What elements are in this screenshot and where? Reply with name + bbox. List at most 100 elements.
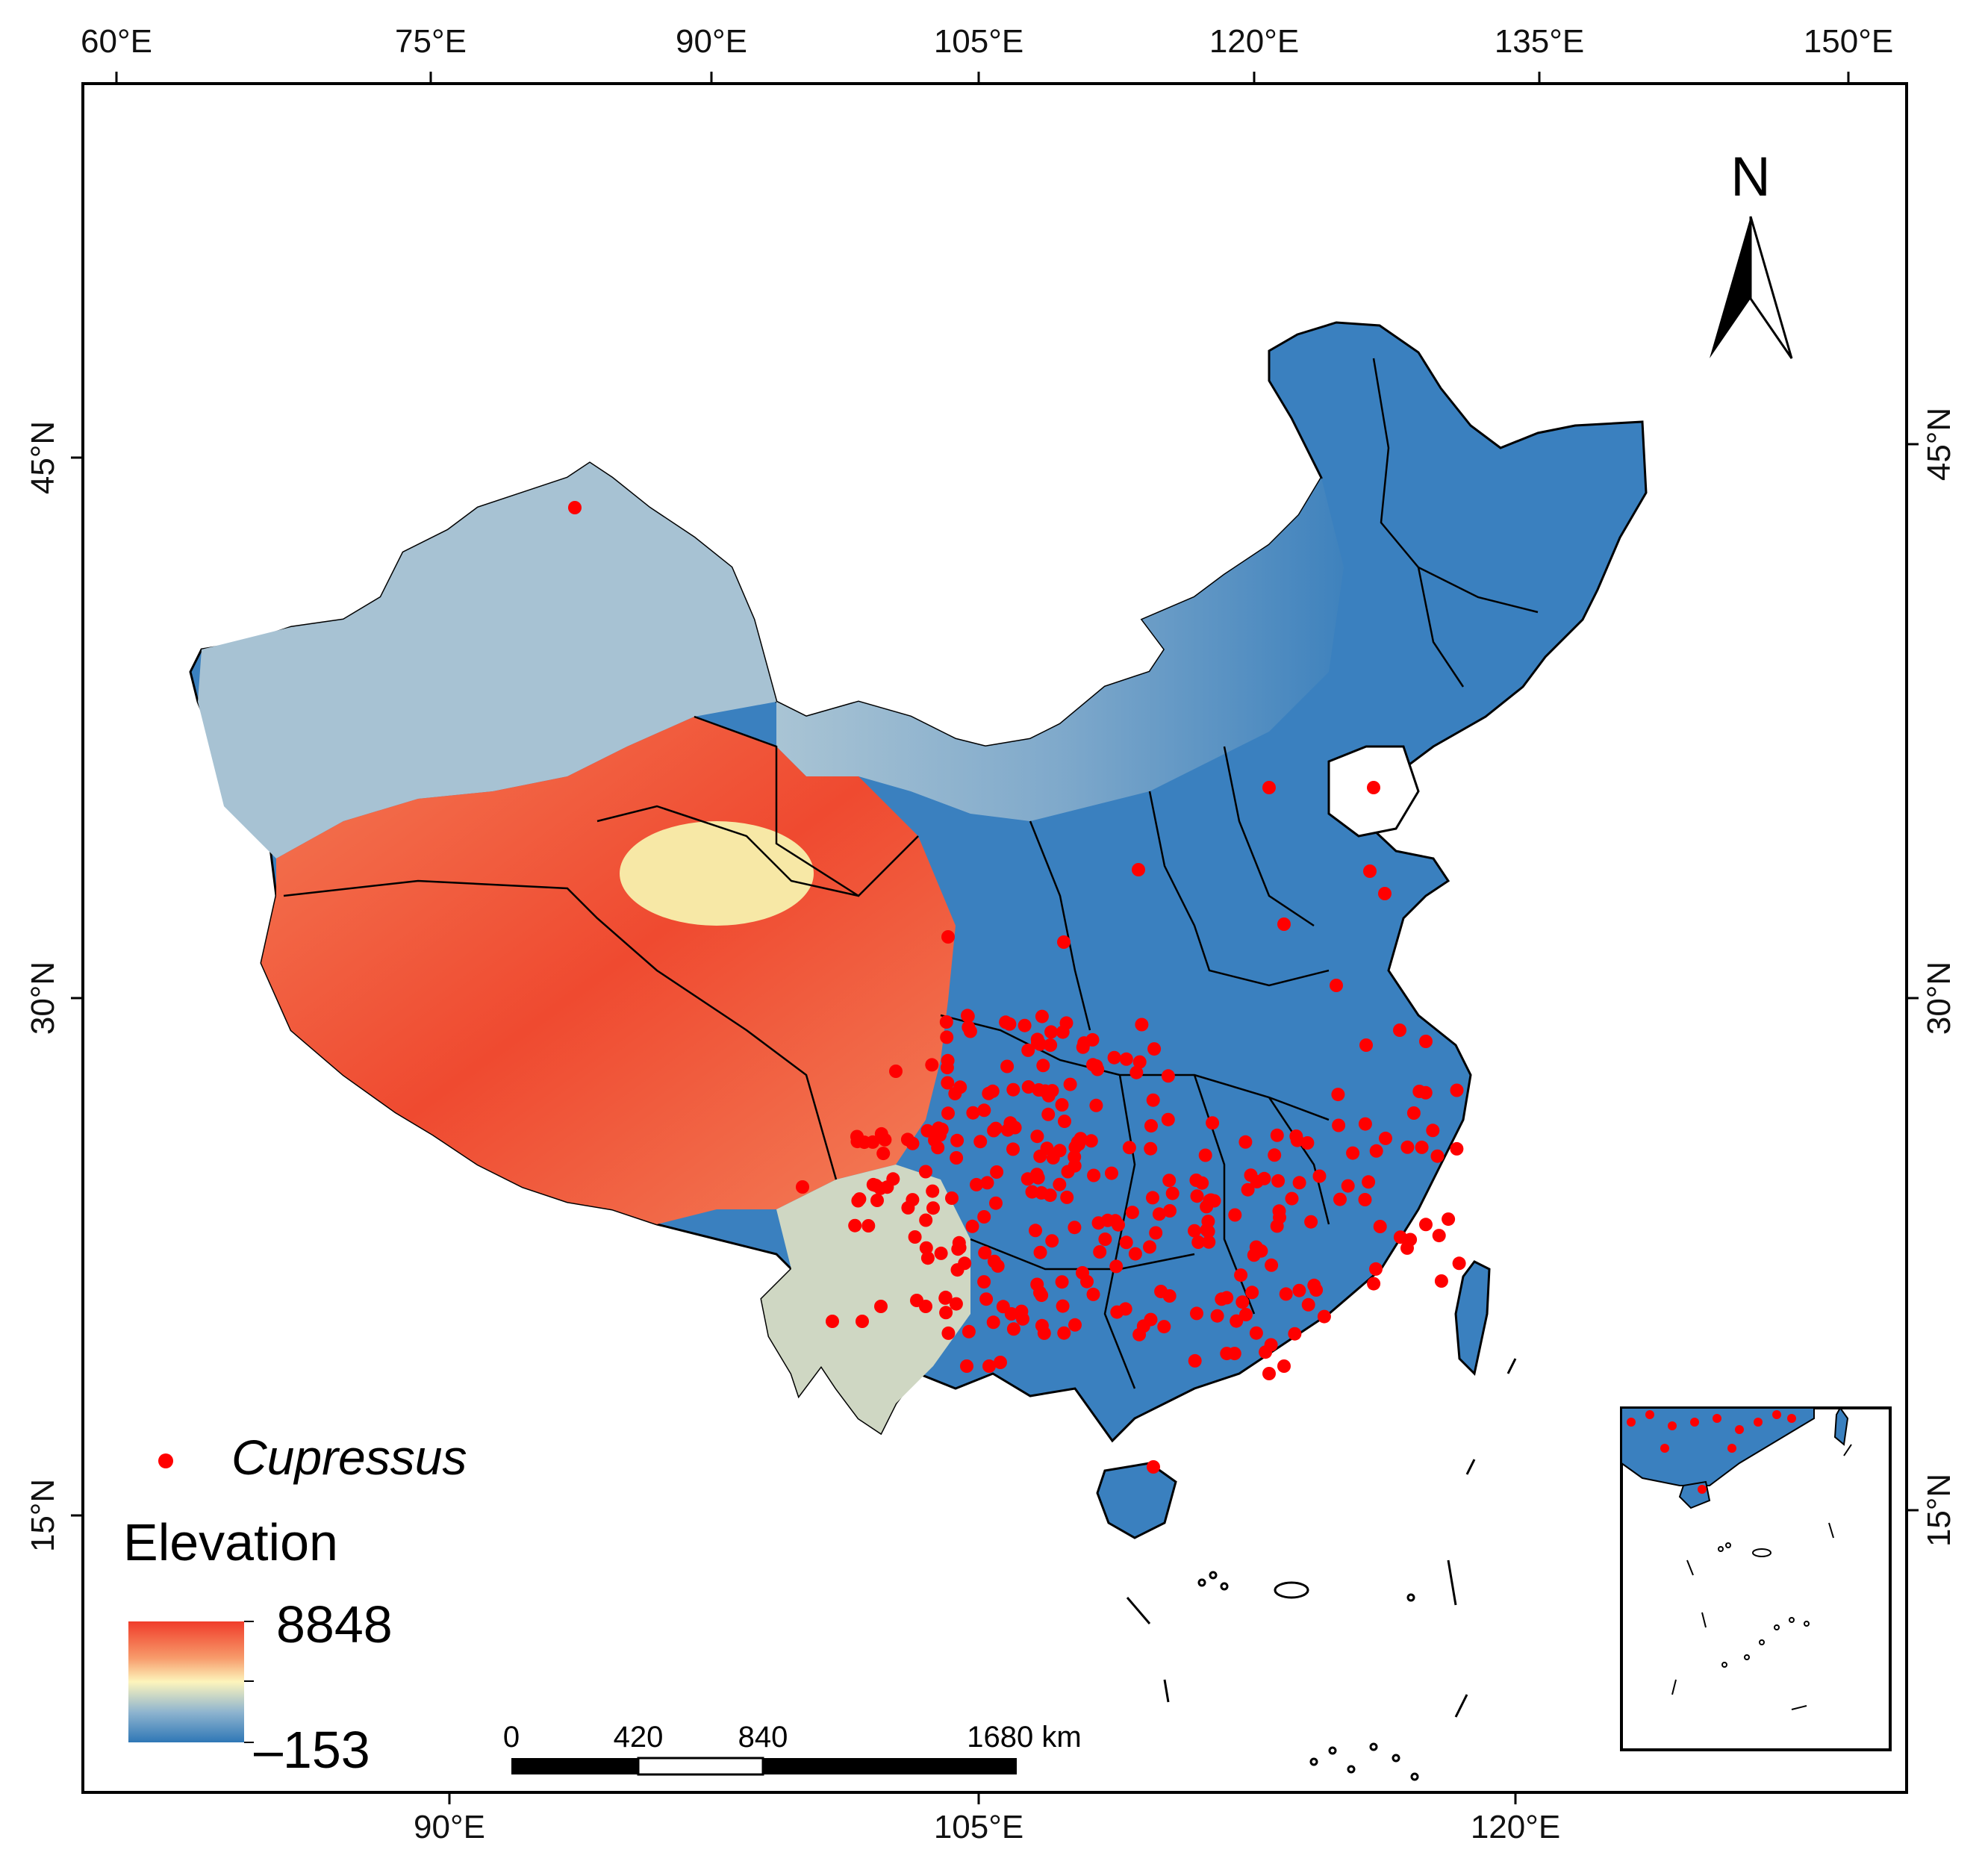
lat-label-30n-left: 30°N <box>25 962 61 1035</box>
left-latitude-labels: 45°N 30°N 15°N <box>25 421 61 1552</box>
lon-label-90e-bottom: 90°E <box>414 1809 485 1845</box>
elevation-ramp <box>128 1621 244 1742</box>
occurrence-point <box>1006 1082 1020 1097</box>
occurrence-point <box>908 1230 922 1244</box>
occurrence-point <box>945 1191 959 1205</box>
occurrence-point <box>919 1213 933 1227</box>
occurrence-point <box>1452 1256 1466 1271</box>
occurrence-point <box>1057 935 1071 949</box>
occurrence-point <box>1450 1083 1464 1097</box>
occurrence-point <box>1419 1035 1433 1048</box>
occurrence-point <box>1234 1268 1248 1283</box>
legend-point-icon <box>158 1453 173 1468</box>
cupressus-points <box>568 501 1466 1474</box>
occurrence-point <box>1367 781 1380 794</box>
elevation-max: 8848 <box>276 1595 393 1654</box>
occurrence-point <box>1270 1128 1284 1142</box>
occurrence-point <box>994 1356 1007 1369</box>
occurrence-point <box>1144 1312 1158 1327</box>
north-arrow-icon <box>1710 216 1751 358</box>
occurrence-point <box>949 1297 963 1311</box>
occurrence-point <box>1430 1149 1445 1163</box>
elevation-min: –153 <box>254 1721 370 1779</box>
occurrence-point <box>1098 1233 1112 1246</box>
occurrence-point <box>1162 1289 1177 1303</box>
occurrence-point <box>966 1106 980 1120</box>
occurrence-point <box>1035 1185 1049 1200</box>
lon-label-90e: 90°E <box>676 23 747 60</box>
occurrence-point <box>1091 1062 1105 1076</box>
occurrence-point <box>1268 1148 1282 1162</box>
china-landmass <box>189 321 1648 1539</box>
lat-label-45n-left: 45°N <box>25 421 61 494</box>
scale-label-1680: 1680 km <box>967 1721 1081 1754</box>
taiwan-island <box>1454 1260 1491 1377</box>
occurrence-point <box>950 1133 965 1147</box>
occurrence-point <box>1056 1299 1070 1313</box>
occurrence-point <box>1406 1106 1421 1120</box>
occurrence-point <box>1044 1025 1058 1039</box>
occurrence-point <box>1105 1166 1118 1180</box>
occurrence-point <box>1146 1191 1159 1205</box>
occurrence-point <box>1015 1304 1029 1318</box>
occurrence-point <box>1033 1286 1047 1300</box>
occurrence-point <box>1122 1141 1136 1155</box>
occurrence-point <box>1290 1133 1304 1147</box>
occurrence-point <box>1191 1235 1206 1249</box>
occurrence-point <box>876 1147 891 1161</box>
occurrence-point <box>941 1106 955 1121</box>
occurrence-point <box>1084 1134 1098 1148</box>
occurrence-point <box>848 1218 862 1233</box>
occurrence-point <box>1245 1286 1259 1300</box>
occurrence-point <box>1119 1052 1133 1066</box>
occurrence-point <box>1419 1218 1433 1232</box>
occurrence-point <box>1056 1025 1070 1039</box>
occurrence-point <box>1426 1124 1440 1138</box>
occurrence-point <box>1393 1023 1406 1037</box>
lat-label-15n-right: 15°N <box>1921 1474 1957 1547</box>
occurrence-point <box>1129 1065 1144 1079</box>
occurrence-point <box>1030 1129 1044 1144</box>
northwest-basin <box>198 463 776 858</box>
occurrence-point <box>1080 1274 1094 1288</box>
occurrence-point <box>889 1065 903 1078</box>
occurrence-point <box>961 1009 975 1023</box>
occurrence-point <box>1089 1098 1103 1112</box>
north-label: N <box>1730 146 1770 208</box>
lon-label-120e-bottom: 120°E <box>1471 1809 1560 1845</box>
occurrence-point <box>796 1180 809 1194</box>
occurrence-point <box>1220 1347 1234 1361</box>
occurrence-point <box>973 1135 988 1149</box>
occurrence-point <box>965 1219 979 1233</box>
occurrence-point <box>1301 1297 1315 1312</box>
occurrence-point <box>1190 1306 1203 1321</box>
occurrence-point <box>962 1324 976 1339</box>
occurrence-point <box>953 1080 967 1094</box>
occurrence-point <box>996 1300 1010 1314</box>
occurrence-point <box>1058 1115 1071 1129</box>
occurrence-point <box>1044 1038 1058 1052</box>
occurrence-point <box>1442 1212 1456 1227</box>
occurrence-point <box>1230 1314 1244 1328</box>
occurrence-point <box>1235 1295 1250 1309</box>
occurrence-point <box>979 1292 994 1306</box>
occurrence-point <box>1046 1150 1060 1165</box>
occurrence-point <box>1053 1177 1067 1191</box>
occurrence-point <box>1031 1036 1044 1050</box>
occurrence-point <box>856 1315 869 1328</box>
occurrence-point <box>1135 1018 1149 1032</box>
occurrence-point <box>1157 1320 1171 1334</box>
occurrence-point <box>901 1200 915 1215</box>
occurrence-point <box>977 1103 991 1118</box>
occurrence-point <box>988 1121 1003 1135</box>
occurrence-point <box>1147 1460 1160 1474</box>
occurrence-point <box>1021 1043 1035 1057</box>
occurrence-point <box>1244 1168 1258 1182</box>
occurrence-point <box>1434 1274 1448 1288</box>
occurrence-point <box>939 1306 953 1320</box>
occurrence-point <box>1060 1190 1074 1204</box>
occurrence-point <box>920 1251 935 1265</box>
occurrence-point <box>1346 1146 1360 1160</box>
occurrence-point <box>1125 1206 1139 1220</box>
occurrence-point <box>1228 1208 1242 1222</box>
